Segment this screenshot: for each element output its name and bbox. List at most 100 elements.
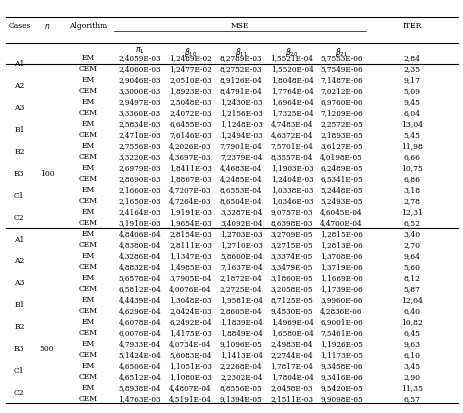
Text: 2,0510E-03: 2,0510E-03 — [169, 76, 211, 84]
Text: 7,1487E-06: 7,1487E-06 — [319, 76, 362, 84]
Text: 1,1080E-03: 1,1080E-03 — [169, 372, 212, 380]
Text: 1,2710E-03: 1,2710E-03 — [219, 240, 262, 248]
Text: 7,0212E-06: 7,0212E-06 — [319, 87, 362, 95]
Text: 6,2492E-04: 6,2492E-04 — [169, 317, 211, 325]
Text: Algorithm: Algorithm — [69, 22, 107, 31]
Text: 4,8380E-04: 4,8380E-04 — [118, 240, 161, 248]
Text: 1,2404E-03: 1,2404E-03 — [270, 175, 313, 183]
Text: 12,31: 12,31 — [400, 208, 422, 216]
Text: 9,4530E-05: 9,4530E-05 — [270, 306, 313, 314]
Text: 1,7764E-04: 1,7764E-04 — [270, 87, 313, 95]
Text: 8,9126E-04: 8,9126E-04 — [219, 76, 262, 84]
Text: B1: B1 — [14, 301, 25, 309]
Text: 10,75: 10,75 — [400, 164, 422, 172]
Text: 9,45: 9,45 — [402, 98, 419, 106]
Text: 2,4983E-04: 2,4983E-04 — [270, 339, 313, 347]
Text: 9,3458E-06: 9,3458E-06 — [319, 361, 362, 369]
Text: CEM: CEM — [78, 109, 97, 117]
Text: 1,2494E-03: 1,2494E-03 — [219, 131, 262, 139]
Text: 2,1872E-04: 2,1872E-04 — [219, 273, 262, 281]
Text: 1,9654E-03: 1,9654E-03 — [169, 218, 211, 226]
Text: EM: EM — [81, 120, 94, 128]
Text: CEM: CEM — [78, 175, 97, 183]
Text: ITER: ITER — [401, 22, 421, 31]
Text: 1,4763E-03: 1,4763E-03 — [118, 394, 161, 402]
Text: 3,2715E-05: 3,2715E-05 — [270, 240, 313, 248]
Text: CEM: CEM — [78, 240, 97, 248]
Text: 3,45: 3,45 — [402, 361, 419, 369]
Text: 3,2058E-05: 3,2058E-05 — [270, 284, 313, 292]
Text: 3,18: 3,18 — [402, 186, 419, 194]
Text: 9,5420E-05: 9,5420E-05 — [319, 383, 362, 391]
Text: 4,6045E-04: 4,6045E-04 — [319, 208, 362, 216]
Text: 3,3287E-04: 3,3287E-04 — [219, 208, 262, 216]
Text: 4,7933E-04: 4,7933E-04 — [119, 339, 161, 347]
Text: 1,1173E-05: 1,1173E-05 — [319, 350, 362, 358]
Text: B3: B3 — [14, 169, 25, 177]
Text: 2,2725E-04: 2,2725E-04 — [219, 284, 262, 292]
Text: 1,1413E-04: 1,1413E-04 — [219, 350, 262, 358]
Text: 4,4700E-04: 4,4700E-04 — [319, 218, 362, 226]
Text: CEM: CEM — [78, 197, 97, 204]
Text: 3,6127E-05: 3,6127E-05 — [319, 142, 362, 150]
Text: 6,0076E-04: 6,0076E-04 — [118, 328, 161, 336]
Text: 4,6296E-04: 4,6296E-04 — [118, 306, 161, 314]
Text: 8,6398E-03: 8,6398E-03 — [270, 218, 313, 226]
Text: 2,1511E-03: 2,1511E-03 — [270, 394, 313, 402]
Text: C2: C2 — [14, 213, 25, 221]
Text: $\beta_{21}$: $\beta_{21}$ — [334, 45, 347, 59]
Text: 3,3220E-03: 3,3220E-03 — [119, 153, 161, 161]
Text: 2,4059E-03: 2,4059E-03 — [118, 54, 161, 62]
Text: CEM: CEM — [78, 372, 97, 380]
Text: 1,7817E-04: 1,7817E-04 — [270, 361, 313, 369]
Text: 2,90: 2,90 — [402, 372, 419, 380]
Text: 1,6964E-04: 1,6964E-04 — [270, 98, 313, 106]
Text: EM: EM — [81, 164, 94, 172]
Text: 2,6979E-03: 2,6979E-03 — [118, 164, 161, 172]
Text: 3,3360E-03: 3,3360E-03 — [119, 109, 161, 117]
Text: 2,78: 2,78 — [402, 197, 419, 204]
Text: 5,8600E-04: 5,8600E-04 — [219, 252, 262, 259]
Text: C1: C1 — [14, 366, 25, 374]
Text: 4,2485E-04: 4,2485E-04 — [219, 175, 262, 183]
Text: 2,84: 2,84 — [402, 54, 419, 62]
Text: 2,2268E-04: 2,2268E-04 — [219, 361, 262, 369]
Text: 1,3719E-06: 1,3719E-06 — [319, 262, 362, 270]
Text: CEM: CEM — [78, 350, 97, 358]
Text: 4,4683E-04: 4,4683E-04 — [219, 164, 262, 172]
Text: 2,35: 2,35 — [402, 65, 419, 73]
Text: B2: B2 — [14, 147, 25, 155]
Text: CEM: CEM — [78, 131, 97, 139]
Text: CEM: CEM — [78, 262, 97, 270]
Text: A1: A1 — [14, 235, 25, 243]
Text: 2,8111E-03: 2,8111E-03 — [169, 240, 212, 248]
Text: 9,0757E-03: 9,0757E-03 — [270, 208, 313, 216]
Text: 1,2430E-03: 1,2430E-03 — [219, 98, 262, 106]
Text: 4,0076E-04: 4,0076E-04 — [169, 284, 211, 292]
Text: 7,5701E-04: 7,5701E-04 — [270, 142, 313, 150]
Text: 4,0734E-04: 4,0734E-04 — [169, 339, 211, 347]
Text: 5,09: 5,09 — [402, 87, 419, 95]
Text: 1,7325E-04: 1,7325E-04 — [270, 109, 313, 117]
Text: 5,8938E-04: 5,8938E-04 — [118, 383, 161, 391]
Text: 6,57: 6,57 — [402, 394, 419, 402]
Text: 11,98: 11,98 — [400, 142, 422, 150]
Text: 4,8406E-04: 4,8406E-04 — [118, 230, 161, 237]
Text: 1,1248E-03: 1,1248E-03 — [219, 120, 262, 128]
Text: 8,6553E-04: 8,6553E-04 — [219, 186, 262, 194]
Text: 12,04: 12,04 — [400, 295, 422, 303]
Text: 4,3286E-04: 4,3286E-04 — [118, 252, 161, 259]
Text: CEM: CEM — [78, 153, 97, 161]
Text: 3,2709E-05: 3,2709E-05 — [270, 230, 313, 237]
Text: A3: A3 — [14, 104, 25, 112]
Text: EM: EM — [81, 317, 94, 325]
Text: 1,3708E-06: 1,3708E-06 — [319, 252, 362, 259]
Text: 4,4807E-04: 4,4807E-04 — [169, 383, 211, 391]
Text: 11,35: 11,35 — [400, 383, 422, 391]
Text: 2,8154E-03: 2,8154E-03 — [169, 230, 211, 237]
Text: 2,9046E-03: 2,9046E-03 — [118, 76, 161, 84]
Text: 6,52: 6,52 — [402, 218, 419, 226]
Text: 1,0346E-03: 1,0346E-03 — [270, 197, 313, 204]
Text: A2: A2 — [14, 257, 25, 265]
Text: 3,3374E-05: 3,3374E-05 — [270, 252, 313, 259]
